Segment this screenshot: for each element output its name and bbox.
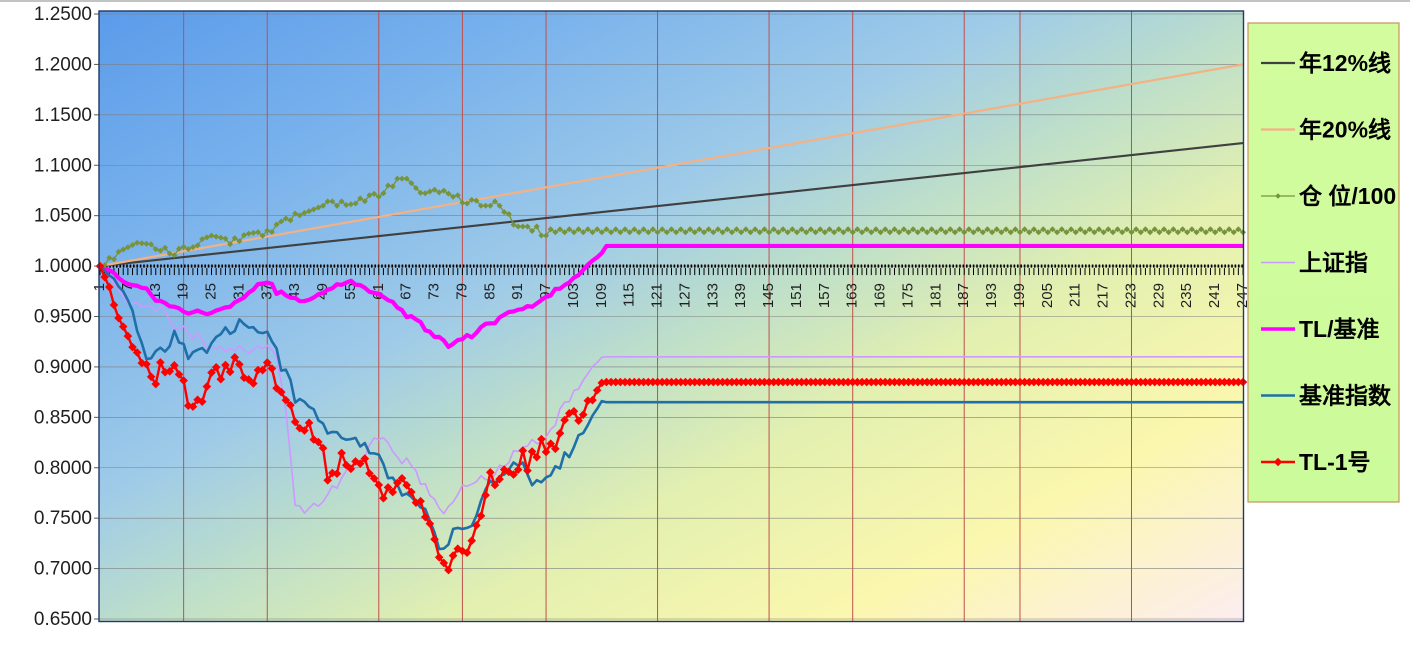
svg-text:1.2000: 1.2000 (34, 54, 92, 75)
svg-text:基准指数: 基准指数 (1299, 383, 1392, 409)
svg-text:127: 127 (676, 283, 693, 308)
svg-text:187: 187 (955, 283, 972, 308)
svg-text:19: 19 (175, 283, 192, 300)
svg-text:年12%线: 年12%线 (1299, 50, 1391, 76)
svg-text:1.1500: 1.1500 (34, 105, 92, 126)
svg-text:73: 73 (426, 283, 443, 300)
svg-text:79: 79 (453, 283, 470, 300)
svg-text:163: 163 (844, 283, 861, 308)
svg-text:205: 205 (1039, 283, 1056, 308)
svg-text:年20%线: 年20%线 (1299, 117, 1391, 143)
svg-text:211: 211 (1067, 283, 1084, 307)
svg-text:121: 121 (649, 283, 666, 308)
svg-text:145: 145 (760, 283, 777, 308)
svg-text:91: 91 (509, 283, 526, 300)
svg-text:181: 181 (927, 283, 944, 308)
svg-text:241: 241 (1206, 283, 1223, 308)
svg-text:103: 103 (565, 283, 582, 308)
svg-text:上证指: 上证指 (1299, 250, 1368, 276)
svg-text:109: 109 (593, 283, 610, 308)
svg-text:169: 169 (872, 283, 889, 308)
svg-text:TL-1号: TL-1号 (1299, 449, 1371, 475)
svg-text:199: 199 (1011, 283, 1028, 308)
svg-text:229: 229 (1150, 283, 1167, 308)
svg-text:0.7000: 0.7000 (34, 559, 92, 580)
svg-text:151: 151 (788, 283, 805, 308)
svg-text:0.9000: 0.9000 (34, 357, 92, 378)
svg-text:85: 85 (481, 283, 498, 300)
svg-text:157: 157 (816, 283, 833, 308)
svg-text:0.9500: 0.9500 (34, 307, 92, 328)
svg-text:133: 133 (704, 283, 721, 308)
svg-text:217: 217 (1095, 283, 1112, 308)
svg-text:139: 139 (732, 283, 749, 308)
svg-text:0.7500: 0.7500 (34, 508, 92, 529)
svg-text:175: 175 (899, 283, 916, 308)
svg-text:1.2500: 1.2500 (34, 4, 92, 25)
svg-text:115: 115 (621, 283, 638, 307)
svg-text:1.1000: 1.1000 (34, 155, 92, 176)
svg-text:67: 67 (398, 283, 415, 300)
svg-text:25: 25 (203, 283, 220, 300)
svg-text:235: 235 (1178, 283, 1195, 308)
svg-text:1.0500: 1.0500 (34, 206, 92, 227)
svg-text:仓 位/100: 仓 位/100 (1298, 183, 1396, 209)
svg-text:TL/基准: TL/基准 (1299, 316, 1380, 342)
svg-text:193: 193 (983, 283, 1000, 308)
svg-text:0.8000: 0.8000 (34, 458, 92, 479)
svg-text:0.6500: 0.6500 (34, 609, 92, 630)
svg-text:223: 223 (1122, 283, 1139, 308)
svg-text:0.8500: 0.8500 (34, 407, 92, 428)
svg-text:1.0000: 1.0000 (34, 256, 92, 277)
